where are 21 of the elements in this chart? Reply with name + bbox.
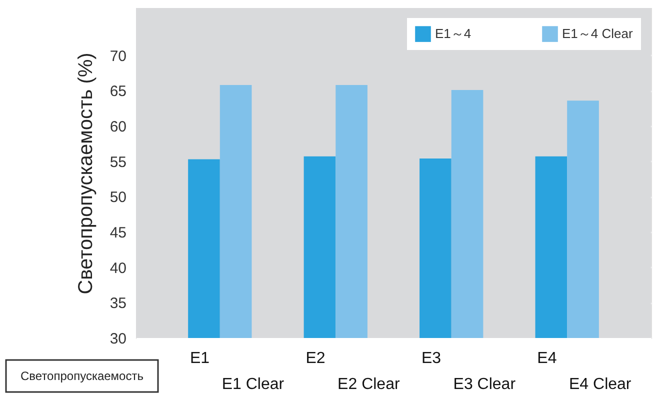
- legend-label: E1～4: [435, 26, 472, 42]
- x-tick-label: E3: [421, 350, 442, 367]
- x-tick-label: E2: [306, 350, 326, 367]
- legend-label: E1～4 Clear: [562, 26, 634, 42]
- x-tick-label: E2 Clear: [338, 376, 400, 393]
- y-tick-label: 35: [110, 295, 126, 312]
- y-axis-title: Светопропускаемость (%): [74, 52, 97, 294]
- x-tick-label: E4 Clear: [569, 376, 632, 393]
- x-tick-label: E4: [537, 350, 557, 367]
- x-tick-label: E1: [190, 350, 210, 367]
- y-tick-label: 70: [110, 48, 126, 65]
- x-tick-label: E1 Clear: [222, 376, 285, 393]
- y-tick-label: 30: [110, 330, 126, 348]
- y-tick-label: 65: [110, 83, 126, 100]
- text: Светопропускаемость: [20, 369, 144, 383]
- y-tick-label: 55: [110, 154, 126, 171]
- y-tick-label: 45: [110, 224, 126, 242]
- y-tick-label: 40: [110, 260, 126, 277]
- y-tick-label: 60: [110, 118, 126, 136]
- x-tick-label: E3 Clear: [453, 376, 516, 393]
- y-tick-label: 50: [110, 189, 126, 206]
